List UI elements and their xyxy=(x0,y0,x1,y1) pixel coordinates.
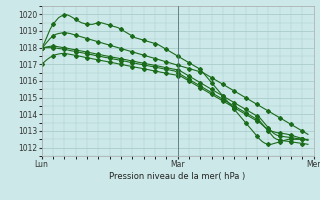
X-axis label: Pression niveau de la mer( hPa ): Pression niveau de la mer( hPa ) xyxy=(109,172,246,181)
